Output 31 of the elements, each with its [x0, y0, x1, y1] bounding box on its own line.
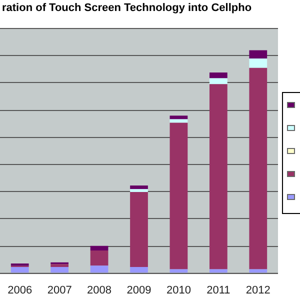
- bar: [170, 119, 188, 123]
- bar: [170, 116, 188, 120]
- x-tick-label: 2007: [47, 284, 72, 296]
- bar: [209, 72, 228, 78]
- bar: [209, 84, 228, 270]
- x-tick-label: 2010: [166, 284, 191, 296]
- x-tick-label: 2008: [87, 284, 112, 296]
- bar: [209, 269, 228, 273]
- bar: [10, 263, 29, 266]
- bar: [90, 250, 108, 266]
- bar: [249, 68, 268, 270]
- bar: [90, 266, 108, 273]
- bar: [50, 267, 69, 273]
- bar: [170, 269, 188, 273]
- chart-title: ration of Touch Screen Technology into Cellpho: [2, 2, 252, 14]
- bar: [130, 267, 148, 273]
- x-tick-label: 2012: [246, 284, 270, 296]
- x-tick-label: 2006: [8, 284, 32, 296]
- bar: [249, 58, 268, 68]
- bar: [170, 122, 188, 270]
- x-tick-label: 2011: [206, 284, 230, 296]
- bar: [50, 264, 69, 268]
- bar: [249, 269, 268, 273]
- bar: [130, 192, 148, 268]
- x-tick-label: 2009: [126, 284, 152, 296]
- bar: [90, 246, 108, 251]
- bar: [10, 267, 29, 273]
- bar: [130, 189, 148, 192]
- bar: [130, 186, 148, 190]
- bar: [249, 50, 268, 58]
- bar: [209, 78, 228, 84]
